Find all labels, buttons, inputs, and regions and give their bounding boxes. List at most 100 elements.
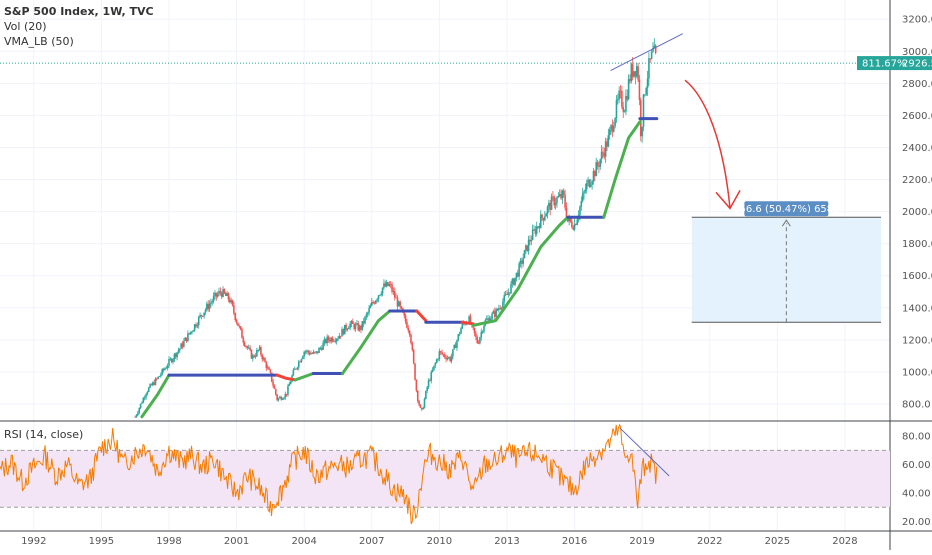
price-candle[interactable] bbox=[534, 226, 537, 237]
price-candle[interactable] bbox=[400, 306, 403, 310]
price-candle[interactable] bbox=[308, 350, 311, 356]
price-candle[interactable] bbox=[191, 330, 193, 335]
vma-segment-up[interactable] bbox=[602, 120, 642, 219]
price-candle[interactable] bbox=[493, 307, 496, 321]
price-candle[interactable] bbox=[610, 123, 612, 135]
price-candle[interactable] bbox=[606, 138, 608, 152]
price-candle[interactable] bbox=[138, 407, 141, 415]
price-candle[interactable] bbox=[334, 337, 337, 344]
price-candle[interactable] bbox=[621, 85, 623, 110]
price-candle[interactable] bbox=[272, 378, 274, 388]
price-candle[interactable] bbox=[389, 280, 392, 289]
price-candle[interactable] bbox=[223, 288, 226, 295]
price-candle[interactable] bbox=[179, 348, 181, 354]
price-candle[interactable] bbox=[396, 295, 399, 311]
price-candle[interactable] bbox=[330, 336, 333, 344]
price-candle[interactable] bbox=[134, 415, 136, 418]
price-candle[interactable] bbox=[257, 349, 260, 353]
price-candle[interactable] bbox=[408, 329, 411, 338]
price-candle[interactable] bbox=[479, 336, 481, 345]
price-candle[interactable] bbox=[218, 287, 220, 297]
price-candle[interactable] bbox=[242, 335, 245, 346]
price-candle[interactable] bbox=[204, 308, 207, 315]
price-candle[interactable] bbox=[445, 354, 447, 363]
price-candle[interactable] bbox=[430, 370, 433, 384]
price-candle[interactable] bbox=[169, 356, 172, 361]
price-candle[interactable] bbox=[448, 356, 450, 360]
price-candle[interactable] bbox=[648, 52, 650, 87]
price-candle[interactable] bbox=[385, 279, 388, 288]
price-candle[interactable] bbox=[203, 312, 205, 319]
price-candle[interactable] bbox=[583, 190, 585, 200]
price-candle[interactable] bbox=[357, 320, 360, 332]
price-candle[interactable] bbox=[229, 296, 231, 304]
price-candle[interactable] bbox=[195, 322, 197, 328]
price-candle[interactable] bbox=[353, 322, 355, 331]
price-candle[interactable] bbox=[297, 360, 300, 371]
price-candle[interactable] bbox=[372, 300, 374, 305]
price-candle[interactable] bbox=[433, 365, 435, 371]
price-candle[interactable] bbox=[393, 287, 396, 301]
price-candle[interactable] bbox=[197, 315, 200, 329]
price-candle[interactable] bbox=[503, 291, 506, 306]
price-candle[interactable] bbox=[239, 325, 242, 331]
price-candle[interactable] bbox=[226, 290, 228, 297]
price-candle[interactable] bbox=[572, 225, 575, 231]
price-candle[interactable] bbox=[561, 189, 564, 205]
price-candle[interactable] bbox=[434, 362, 437, 369]
price-candle[interactable] bbox=[258, 345, 261, 352]
price-candle[interactable] bbox=[360, 324, 362, 334]
price-candle[interactable] bbox=[250, 349, 253, 360]
price-candle[interactable] bbox=[373, 301, 376, 305]
rsi-trendline[interactable] bbox=[619, 427, 670, 477]
price-candle[interactable] bbox=[629, 74, 631, 84]
price-candle[interactable] bbox=[439, 350, 442, 355]
price-candle[interactable] bbox=[438, 348, 441, 362]
price-candle[interactable] bbox=[288, 381, 291, 387]
price-candle[interactable] bbox=[599, 158, 602, 171]
price-candle[interactable] bbox=[341, 326, 343, 337]
price-candle[interactable] bbox=[329, 337, 331, 344]
price-candle[interactable] bbox=[425, 390, 427, 400]
price-candle[interactable] bbox=[592, 167, 595, 185]
price-candle[interactable] bbox=[617, 93, 619, 105]
price-candle[interactable] bbox=[498, 304, 500, 313]
price-candle[interactable] bbox=[347, 325, 350, 330]
price-candle[interactable] bbox=[530, 235, 533, 246]
price-candle[interactable] bbox=[354, 322, 357, 332]
price-candle[interactable] bbox=[326, 334, 328, 347]
rsi-legend-label[interactable]: RSI (14, close) bbox=[4, 428, 84, 441]
symbol-title[interactable]: S&P 500 Index, 1W, TVC bbox=[4, 5, 154, 18]
price-candle[interactable] bbox=[310, 350, 312, 355]
price-candle[interactable] bbox=[619, 84, 622, 99]
price-candle[interactable] bbox=[450, 353, 453, 364]
price-candle[interactable] bbox=[349, 321, 351, 331]
price-candle[interactable] bbox=[293, 366, 296, 370]
price-candle[interactable] bbox=[575, 223, 577, 226]
price-candle[interactable] bbox=[548, 199, 550, 213]
price-candle[interactable] bbox=[165, 365, 168, 369]
price-candle[interactable] bbox=[507, 288, 510, 298]
price-candle[interactable] bbox=[377, 295, 380, 303]
price-candle[interactable] bbox=[587, 176, 589, 187]
price-candle[interactable] bbox=[233, 301, 235, 316]
price-candle[interactable] bbox=[307, 349, 310, 356]
price-candle[interactable] bbox=[253, 354, 255, 358]
price-candle[interactable] bbox=[139, 403, 142, 410]
price-candle[interactable] bbox=[173, 352, 176, 363]
price-candle[interactable] bbox=[631, 56, 634, 81]
price-candle[interactable] bbox=[265, 360, 268, 372]
price-candle[interactable] bbox=[638, 74, 641, 106]
price-candle[interactable] bbox=[211, 299, 214, 306]
price-candle[interactable] bbox=[419, 404, 422, 409]
price-candle[interactable] bbox=[564, 189, 566, 211]
price-candle[interactable] bbox=[246, 345, 249, 350]
price-candle[interactable] bbox=[522, 253, 524, 267]
price-candle[interactable] bbox=[456, 339, 458, 352]
price-candle[interactable] bbox=[485, 315, 488, 321]
price-candle[interactable] bbox=[331, 336, 334, 343]
price-candle[interactable] bbox=[184, 337, 187, 342]
price-candle[interactable] bbox=[146, 390, 149, 396]
price-candle[interactable] bbox=[618, 86, 620, 104]
price-candle[interactable] bbox=[285, 393, 288, 397]
